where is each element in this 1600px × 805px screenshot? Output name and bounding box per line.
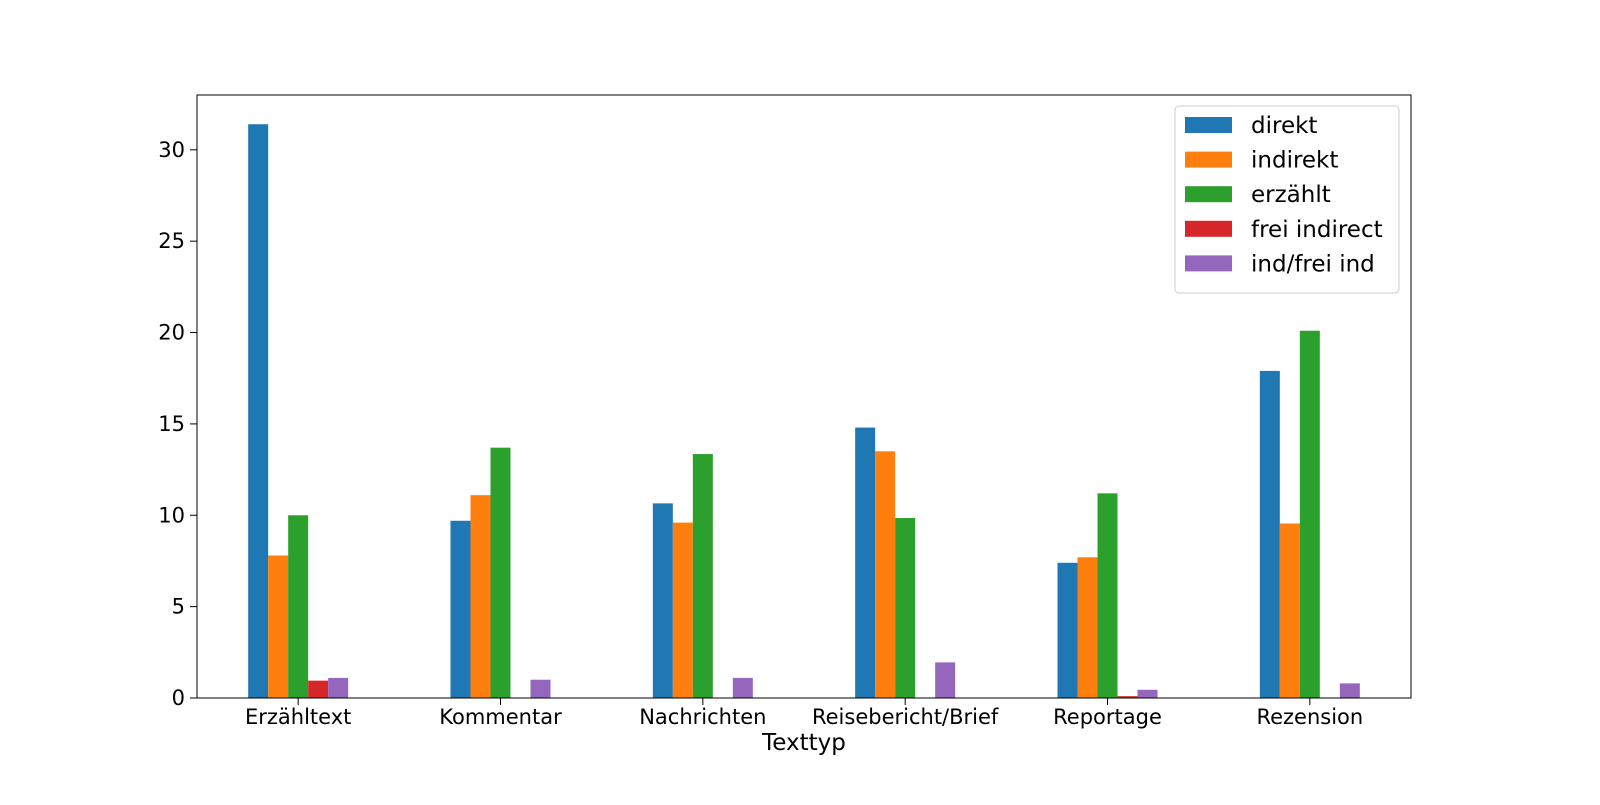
bar-direkt-2 (652, 503, 673, 698)
bar-direkt-0 (248, 124, 269, 698)
legend-label: indirekt (1251, 148, 1338, 174)
bar-indirekt-0 (268, 555, 289, 698)
plot-frame (196, 94, 1412, 699)
bar-indirekt-3 (875, 451, 896, 698)
bars-layer (248, 124, 1360, 698)
bar-erz-hlt-2 (692, 454, 713, 698)
legend-swatch (1185, 255, 1232, 272)
y-tick-label: 20 (158, 321, 185, 345)
legend-swatch (1185, 186, 1232, 203)
bar-ind-frei-ind-1 (530, 679, 551, 698)
x-axis: Erzähltext Kommentar Nachrichten Reiseberic… (245, 698, 1363, 729)
legend-label: direkt (1251, 113, 1317, 139)
legend: direkt indirekt erzählt frei indirect ind/fr… (1174, 105, 1400, 294)
y-tick-label: 10 (158, 503, 185, 527)
y-tick-label: 15 (158, 412, 185, 436)
legend-label: ind/frei ind (1251, 251, 1375, 277)
y-axis: 0 5 10 15 20 25 30 (158, 138, 197, 710)
bar-direkt-1 (450, 520, 471, 698)
bar-ind-frei-ind-3 (935, 662, 956, 698)
bar-indirekt-2 (672, 522, 693, 698)
x-tick-label: Reisebericht/Brief (812, 705, 999, 729)
bar-direkt-3 (855, 427, 876, 698)
x-tick-label: Nachrichten (639, 705, 766, 729)
x-tick-label: Kommentar (439, 705, 562, 729)
legend-swatch (1185, 220, 1232, 237)
y-tick-label: 30 (158, 138, 185, 162)
bar-direkt-4 (1057, 562, 1078, 698)
legend-label: frei indirect (1251, 217, 1383, 243)
bar-ind-frei-ind-5 (1339, 683, 1360, 698)
x-tick-label: Erzähltext (245, 705, 351, 729)
bar-erz-hlt-5 (1299, 330, 1320, 698)
x-tick-label: Rezension (1256, 705, 1363, 729)
bar-indirekt-4 (1077, 557, 1098, 698)
legend-swatch (1185, 117, 1232, 133)
y-tick-label: 5 (172, 595, 185, 619)
bar-indirekt-1 (470, 495, 491, 698)
bar-erz-hlt-4 (1097, 493, 1118, 698)
legend-label: erzählt (1251, 182, 1331, 208)
bar-ind-frei-ind-0 (328, 677, 349, 698)
bar-direkt-5 (1259, 370, 1280, 698)
bar-erz-hlt-3 (895, 518, 916, 698)
bar-ind-frei-ind-2 (732, 677, 753, 698)
bar-erz-hlt-1 (490, 447, 511, 698)
x-tick-label: Reportage (1053, 705, 1162, 729)
bar-frei-indirect-4 (1117, 696, 1138, 698)
bar-frei-indirect-0 (308, 680, 329, 698)
bar-ind-frei-ind-4 (1137, 689, 1158, 698)
y-tick-label: 25 (158, 229, 185, 253)
x-axis-label: Texttyp (761, 730, 846, 756)
legend-swatch (1185, 151, 1232, 168)
y-tick-label: 0 (172, 686, 185, 710)
bar-indirekt-5 (1279, 523, 1300, 698)
bar-erz-hlt-0 (288, 515, 309, 698)
